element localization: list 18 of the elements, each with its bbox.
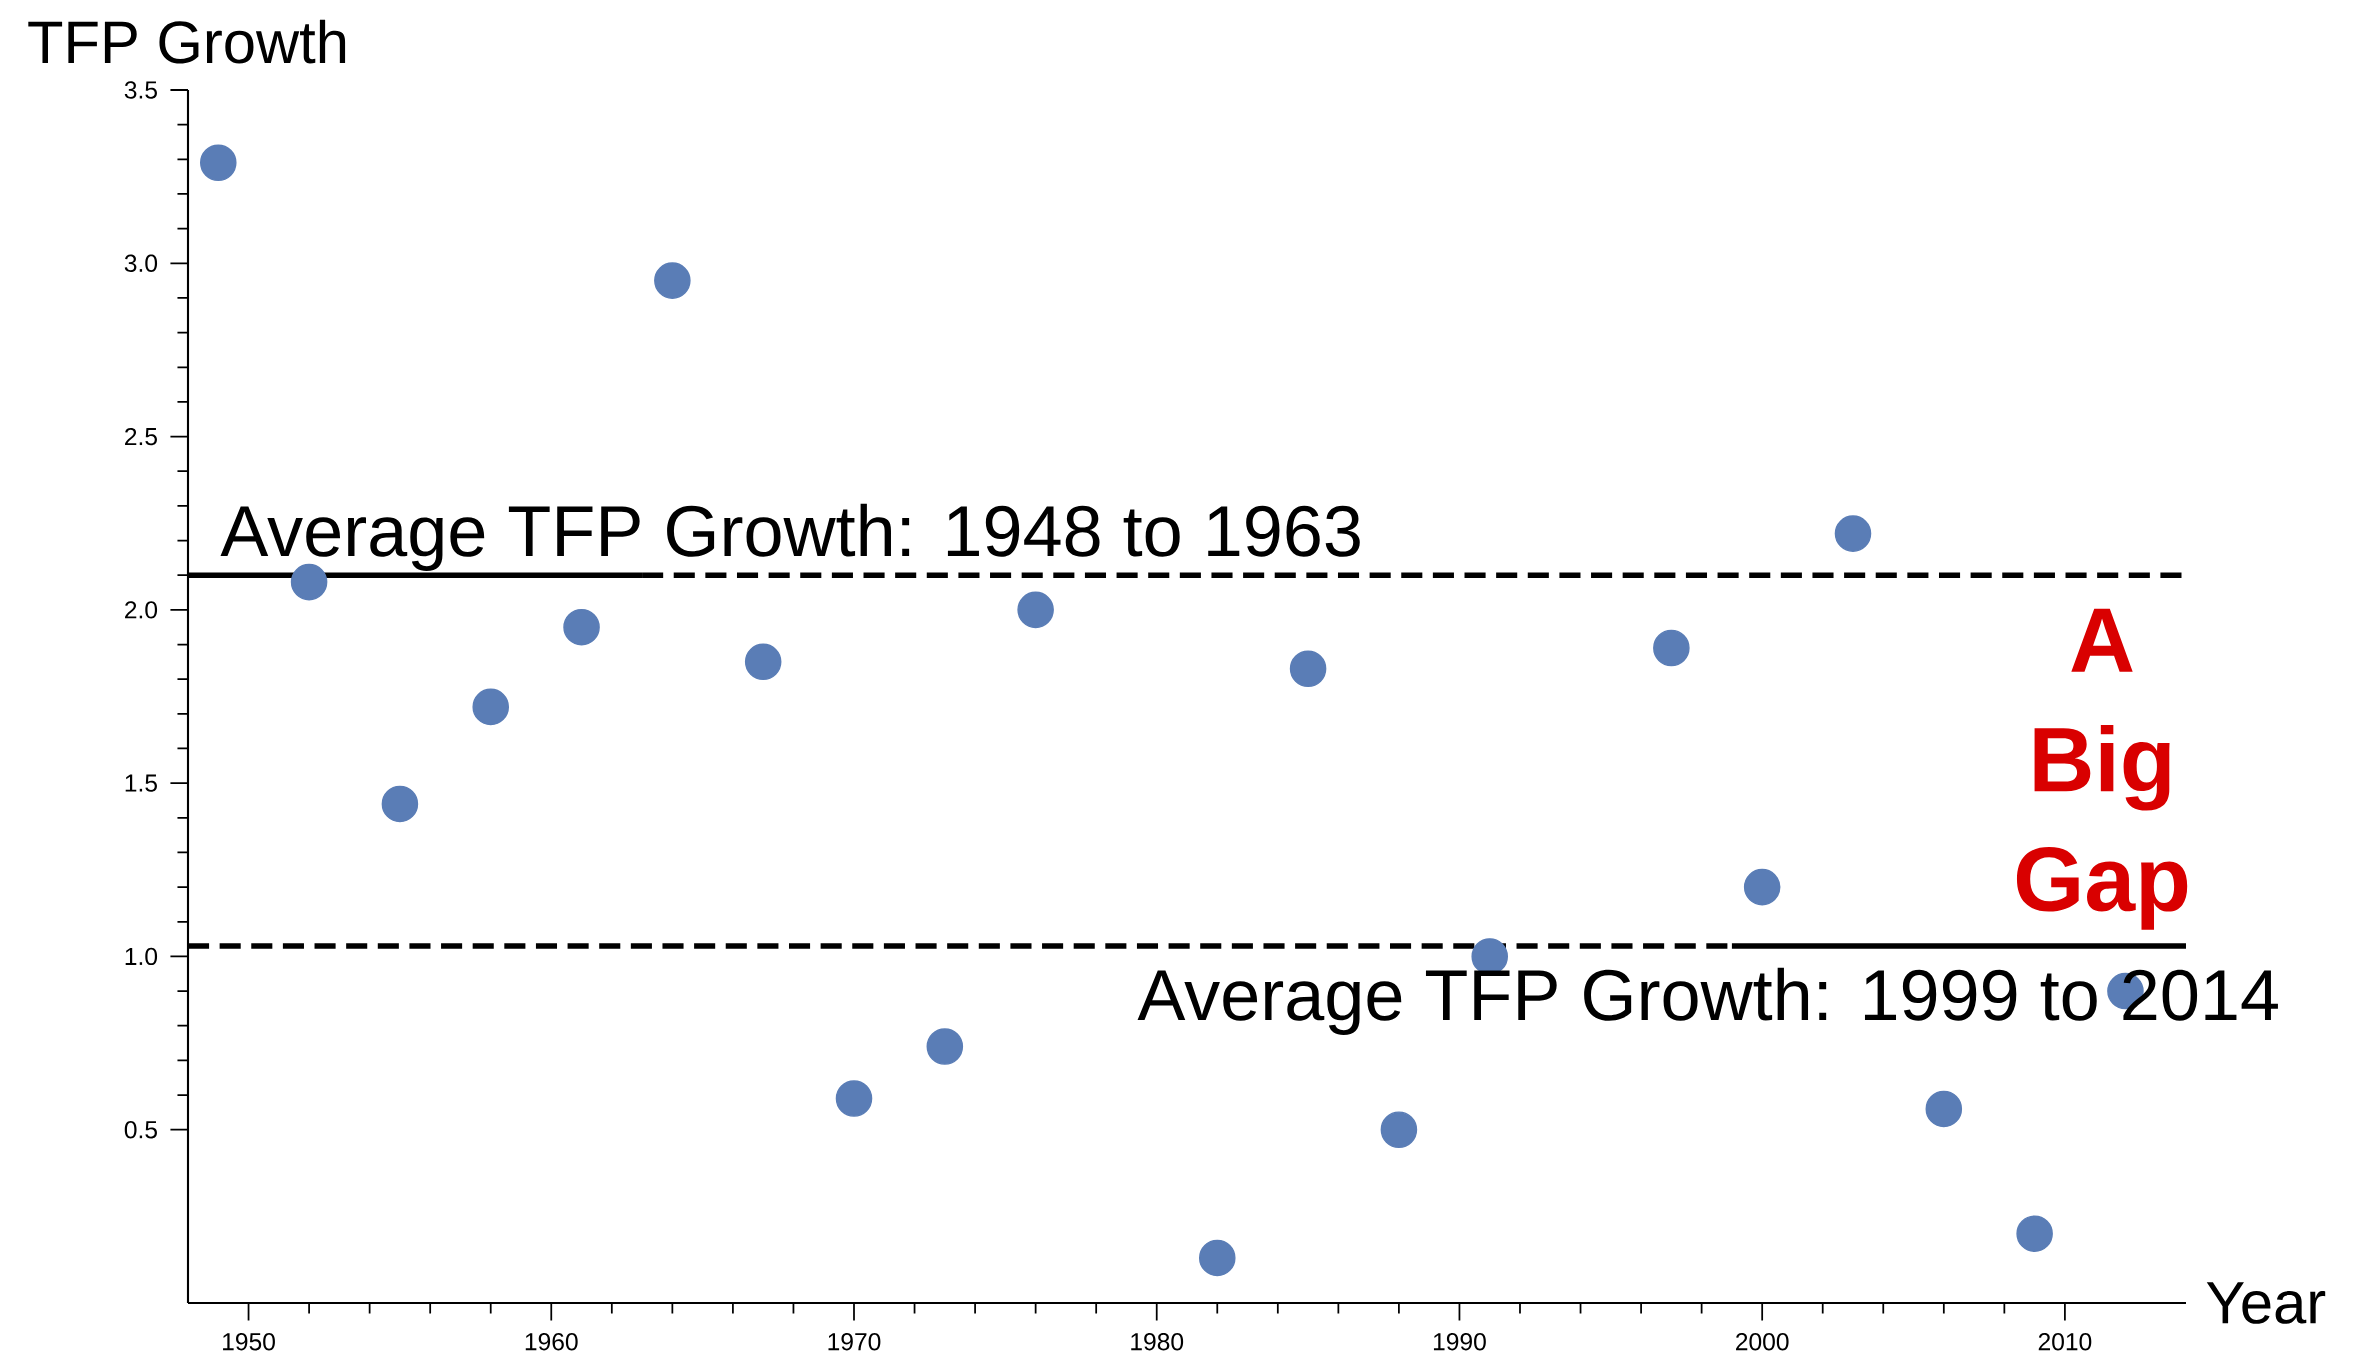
x-tick-label: 1970 <box>828 1333 881 1351</box>
y-tick-label: 1.5 <box>125 774 157 792</box>
y-axis-title: TFP Growth <box>28 19 346 64</box>
annotation: A Big Gap <box>2016 608 2188 930</box>
x-tick-label: 2010 <box>2038 1333 2092 1351</box>
y-tick-label: 0.5 <box>124 1121 157 1139</box>
y-tick-label: 3.0 <box>124 254 158 272</box>
y-tick-label: 3.5 <box>124 81 157 99</box>
x-tick-label: 2000 <box>1736 1333 1789 1351</box>
x-tick-label: 1950 <box>223 1333 275 1351</box>
x-axis-title: Year <box>2206 1282 2326 1324</box>
y-tick-label: 2.5 <box>125 427 157 446</box>
y-tick-label: 1.0 <box>125 947 158 966</box>
x-tick-label: 1980 <box>1131 1333 1184 1351</box>
y-tick-label: 2.0 <box>125 601 158 619</box>
x-tick-label: 1960 <box>525 1333 578 1351</box>
x-tick-label: 1990 <box>1433 1333 1486 1351</box>
annotation: Average TFP Growth: 1948 to 1963 <box>220 503 1360 571</box>
